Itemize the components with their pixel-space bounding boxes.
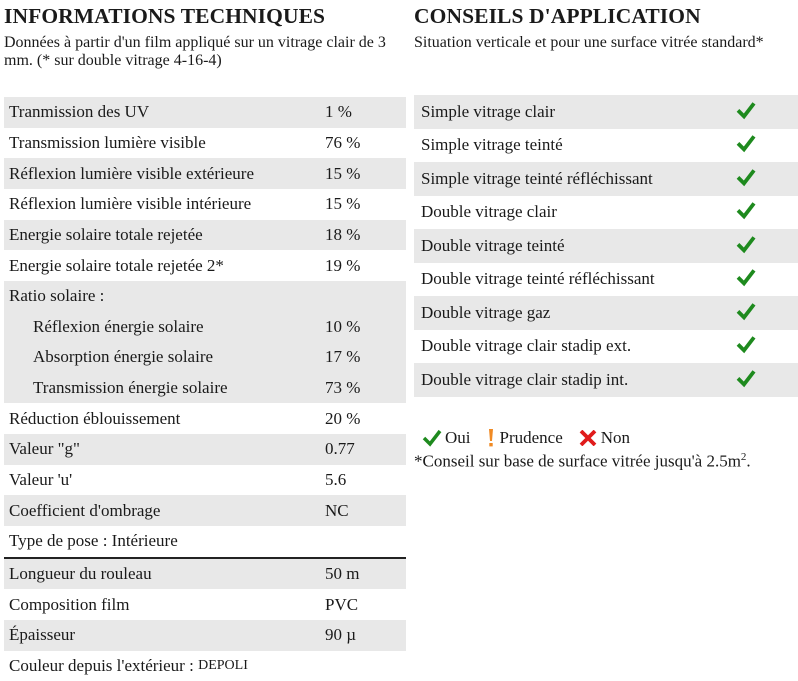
row-value: 18 % <box>325 224 361 244</box>
row-value: 1 % <box>325 102 352 122</box>
table-row: Energie solaire totale rejetée 2* 19 % <box>4 250 406 281</box>
row-label: Réflexion lumière visible intérieure <box>9 194 252 214</box>
table-row: Tranmission des UV 1 % <box>4 97 406 128</box>
footnote: *Conseil sur base de surface vitrée jusq… <box>414 451 751 471</box>
row-label: Ratio solaire : <box>9 286 105 306</box>
table-row: Double vitrage clair stadip ext. <box>414 330 798 364</box>
table-row: Ratio solaire : <box>4 280 406 312</box>
color-row: Couleur depuis l'extérieur : DEPOLI <box>4 651 406 681</box>
row-value: PVC <box>325 594 359 614</box>
row-value: 5.6 <box>325 470 347 489</box>
row-value: 15 % <box>325 194 361 214</box>
row-value: 76 % <box>325 132 361 152</box>
row-label: Longueur du rouleau <box>9 563 152 583</box>
row-value: NC <box>325 500 349 520</box>
row-label: Simple vitrage clair <box>421 101 556 121</box>
row-label: Double vitrage teinté réfléchissant <box>421 269 655 289</box>
check-icon <box>736 235 756 254</box>
row-label: Double vitrage gaz <box>421 302 551 322</box>
table-row: Transmission lumière visible 76 % <box>4 128 406 159</box>
row-label: Absorption énergie solaire <box>33 347 214 367</box>
row-value: 20 % <box>325 408 361 428</box>
row-value: 19 % <box>325 255 361 275</box>
check-icon <box>422 429 442 447</box>
row-value: 15 % <box>325 163 361 183</box>
check-icon <box>736 101 756 120</box>
row-value: 90 µ <box>325 625 357 645</box>
row-value: 0.77 <box>325 439 355 459</box>
table-row: Valeur 'u' 5.6 <box>4 465 406 496</box>
technical-info-table: Tranmission des UV 1 % Transmission lumièr… <box>4 97 406 681</box>
row-label: Double vitrage clair stadip ext. <box>421 336 632 356</box>
table-row: Simple vitrage teinté réfléchissant <box>414 162 798 196</box>
table-row: Type de pose : Intérieure <box>4 526 406 557</box>
application-advice-title: CONSEILS D'APPLICATION <box>414 4 701 28</box>
table-row: Transmission énergie solaire 73 % <box>4 372 406 404</box>
cross-icon <box>579 430 597 446</box>
check-icon <box>736 369 756 388</box>
row-label: Simple vitrage teinté réfléchissant <box>421 168 653 188</box>
table-row: Réduction éblouissement 20 % <box>4 403 406 434</box>
row-label: Transmission énergie solaire <box>33 378 228 398</box>
row-label: Épaisseur <box>9 625 76 645</box>
color-value: DEPOLI <box>198 657 248 673</box>
row-label: Transmission lumière visible <box>9 132 206 152</box>
table-row: Double vitrage teinté <box>414 229 798 263</box>
table-row: Réflexion lumière visible intérieure 15 % <box>4 189 406 220</box>
row-label: Double vitrage clair stadip int. <box>421 369 629 389</box>
check-icon <box>736 336 756 354</box>
technical-info-subtitle: Données à partir d'un film appliqué sur … <box>4 34 386 69</box>
table-row: Simple vitrage teinté <box>414 129 798 163</box>
row-label: Réflexion lumière visible extérieure <box>9 163 254 183</box>
table-row: Coefficient d'ombrage NC <box>4 495 406 526</box>
technical-info-title: INFORMATIONS TECHNIQUES <box>4 4 326 28</box>
check-icon <box>736 135 756 153</box>
row-label: Valeur 'u' <box>9 470 73 489</box>
row-label: Tranmission des UV <box>9 102 150 122</box>
row-label: Valeur "g" <box>9 439 80 459</box>
row-value: 17 % <box>325 347 361 367</box>
table-row: Double vitrage clair <box>414 196 798 230</box>
legend-yes: Oui <box>422 428 471 448</box>
table-row: Absorption énergie solaire 17 % <box>4 342 406 373</box>
table-row: Double vitrage gaz <box>414 296 798 330</box>
exclamation-icon <box>488 429 493 447</box>
table-row: Double vitrage clair stadip int. <box>414 363 798 397</box>
table-row: Energie solaire totale rejetée 18 % <box>4 219 406 251</box>
row-label: Energie solaire totale rejetée <box>9 224 203 244</box>
row-label: Réflexion énergie solaire <box>33 316 204 336</box>
row-label: Type de pose : Intérieure <box>9 531 178 551</box>
legend-no: Non <box>579 428 630 448</box>
check-icon <box>736 302 756 321</box>
check-icon <box>736 269 756 287</box>
table-row: Valeur "g" 0.77 <box>4 434 406 465</box>
row-value: 50 m <box>325 563 360 583</box>
row-label: Composition film <box>9 594 130 614</box>
table-row: Double vitrage teinté réfléchissant <box>414 263 798 297</box>
row-label: Double vitrage teinté <box>421 235 565 255</box>
row-label: Simple vitrage teinté <box>421 135 563 155</box>
row-label: Coefficient d'ombrage <box>9 500 161 520</box>
check-icon <box>736 202 756 220</box>
table-row: Composition film PVC <box>4 589 406 620</box>
legend-caution: Prudence <box>487 428 563 448</box>
check-icon <box>736 168 756 187</box>
table-row: Simple vitrage clair <box>414 95 798 129</box>
table-row: Réflexion lumière visible extérieure 15 % <box>4 158 406 189</box>
color-label: Couleur depuis l'extérieur : <box>9 655 199 675</box>
row-label: Réduction éblouissement <box>9 408 181 428</box>
row-label: Energie solaire totale rejetée 2* <box>9 255 224 275</box>
application-advice-subtitle: Situation verticale et pour une surface … <box>414 34 764 51</box>
legend: Oui Prudence Non <box>422 428 630 448</box>
table-row: Longueur du rouleau 50 m <box>4 556 406 590</box>
table-row: Épaisseur 90 µ <box>4 619 406 651</box>
row-label: Double vitrage clair <box>421 202 557 222</box>
row-value: 73 % <box>325 378 361 398</box>
row-value: 10 % <box>325 316 361 336</box>
table-row: Réflexion énergie solaire 10 % <box>4 311 406 343</box>
application-advice-table: Simple vitrage clair Simple vitrage teint… <box>414 95 798 397</box>
